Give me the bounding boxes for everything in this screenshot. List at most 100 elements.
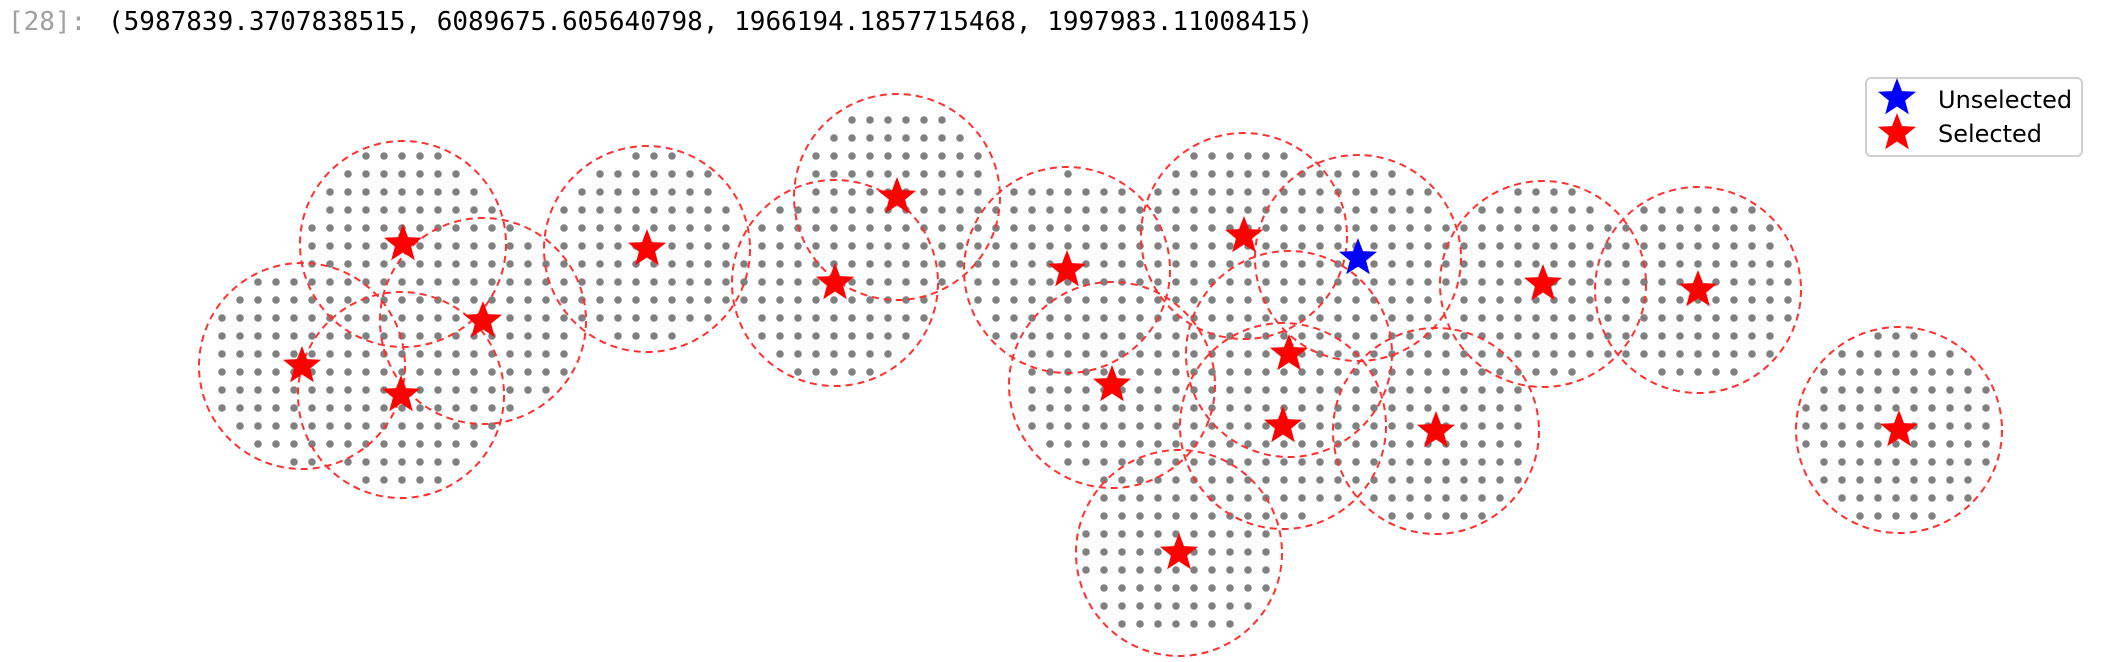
grid-point [578,314,586,322]
grid-point [1460,314,1468,322]
grid-point [1982,458,1990,466]
grid-point [560,278,568,286]
grid-point [1172,242,1180,250]
grid-point [1262,422,1270,430]
grid-point [1172,350,1180,358]
grid-point [1478,206,1486,214]
grid-point [1064,188,1072,196]
grid-point [1316,404,1324,412]
grid-point [1676,260,1684,268]
grid-point [308,224,316,232]
grid-point [902,242,910,250]
grid-point [938,278,946,286]
grid-point [1352,170,1360,178]
grid-point [1550,206,1558,214]
grid-point [1172,368,1180,376]
grid-point [1658,224,1666,232]
grid-point [1784,314,1792,322]
grid-point [1334,494,1342,502]
grid-point [1208,584,1216,592]
grid-point [722,260,730,268]
grid-point [1262,566,1270,574]
grid-point [1748,278,1756,286]
grid-point [1298,296,1306,304]
grid-point [1190,170,1198,178]
grid-point [1244,386,1252,394]
grid-point [1712,224,1720,232]
grid-point [1730,224,1738,232]
grid-point [362,170,370,178]
grid-point [506,386,514,394]
grid-point [1352,440,1360,448]
grid-point [1352,458,1360,466]
grid-point [1640,242,1648,250]
grid-point [1082,404,1090,412]
grid-point [1460,440,1468,448]
grid-point [434,152,442,160]
grid-point [1118,548,1126,556]
grid-point [848,350,856,358]
grid-point [848,188,856,196]
grid-point [1478,386,1486,394]
grid-point [380,188,388,196]
grid-point [1496,494,1504,502]
grid-point [488,242,496,250]
buffer-circle [793,93,1001,301]
grid-point [434,314,442,322]
grid-point [1208,296,1216,304]
grid-point [1118,224,1126,232]
grid-point [704,260,712,268]
grid-point [1460,260,1468,268]
grid-point [1586,260,1594,268]
grid-point [650,224,658,232]
grid-point [1694,224,1702,232]
grid-point [1154,404,1162,412]
grid-point [884,134,892,142]
grid-point [344,422,352,430]
grid-point [1280,314,1288,322]
grid-point [1352,404,1360,412]
grid-point [1082,206,1090,214]
buffer-circle [1140,132,1348,340]
grid-point [1730,350,1738,358]
grid-point [1406,260,1414,268]
grid-point [1244,440,1252,448]
grid-point [1388,296,1396,304]
grid-point [1118,206,1126,214]
grid-point [470,278,478,286]
grid-point [1514,422,1522,430]
grid-point [848,242,856,250]
grid-point [1766,350,1774,358]
grid-point [1478,296,1486,304]
grid-point [1550,224,1558,232]
selected-star-marker [1679,270,1717,307]
grid-point [1748,224,1756,232]
grid-point [326,188,334,196]
grid-point [452,224,460,232]
grid-point [758,260,766,268]
grid-point [1460,476,1468,484]
grid-point [1226,584,1234,592]
grid-point [776,242,784,250]
grid-point [326,386,334,394]
grid-point [1406,296,1414,304]
grid-point [1010,278,1018,286]
grid-point [1280,512,1288,520]
legend: Unselected Selected [1865,77,2083,157]
grid-point [830,242,838,250]
grid-point [1154,494,1162,502]
grid-point [1118,584,1126,592]
grid-point [236,422,244,430]
grid-point [830,152,838,160]
grid-point [1028,296,1036,304]
grid-point [1226,260,1234,268]
grid-point [344,386,352,394]
grid-point [1118,512,1126,520]
grid-point [1100,404,1108,412]
grid-point [848,332,856,340]
grid-point [1118,458,1126,466]
grid-point [1208,206,1216,214]
grid-point [1838,458,1846,466]
grid-point [344,242,352,250]
grid-point [686,278,694,286]
